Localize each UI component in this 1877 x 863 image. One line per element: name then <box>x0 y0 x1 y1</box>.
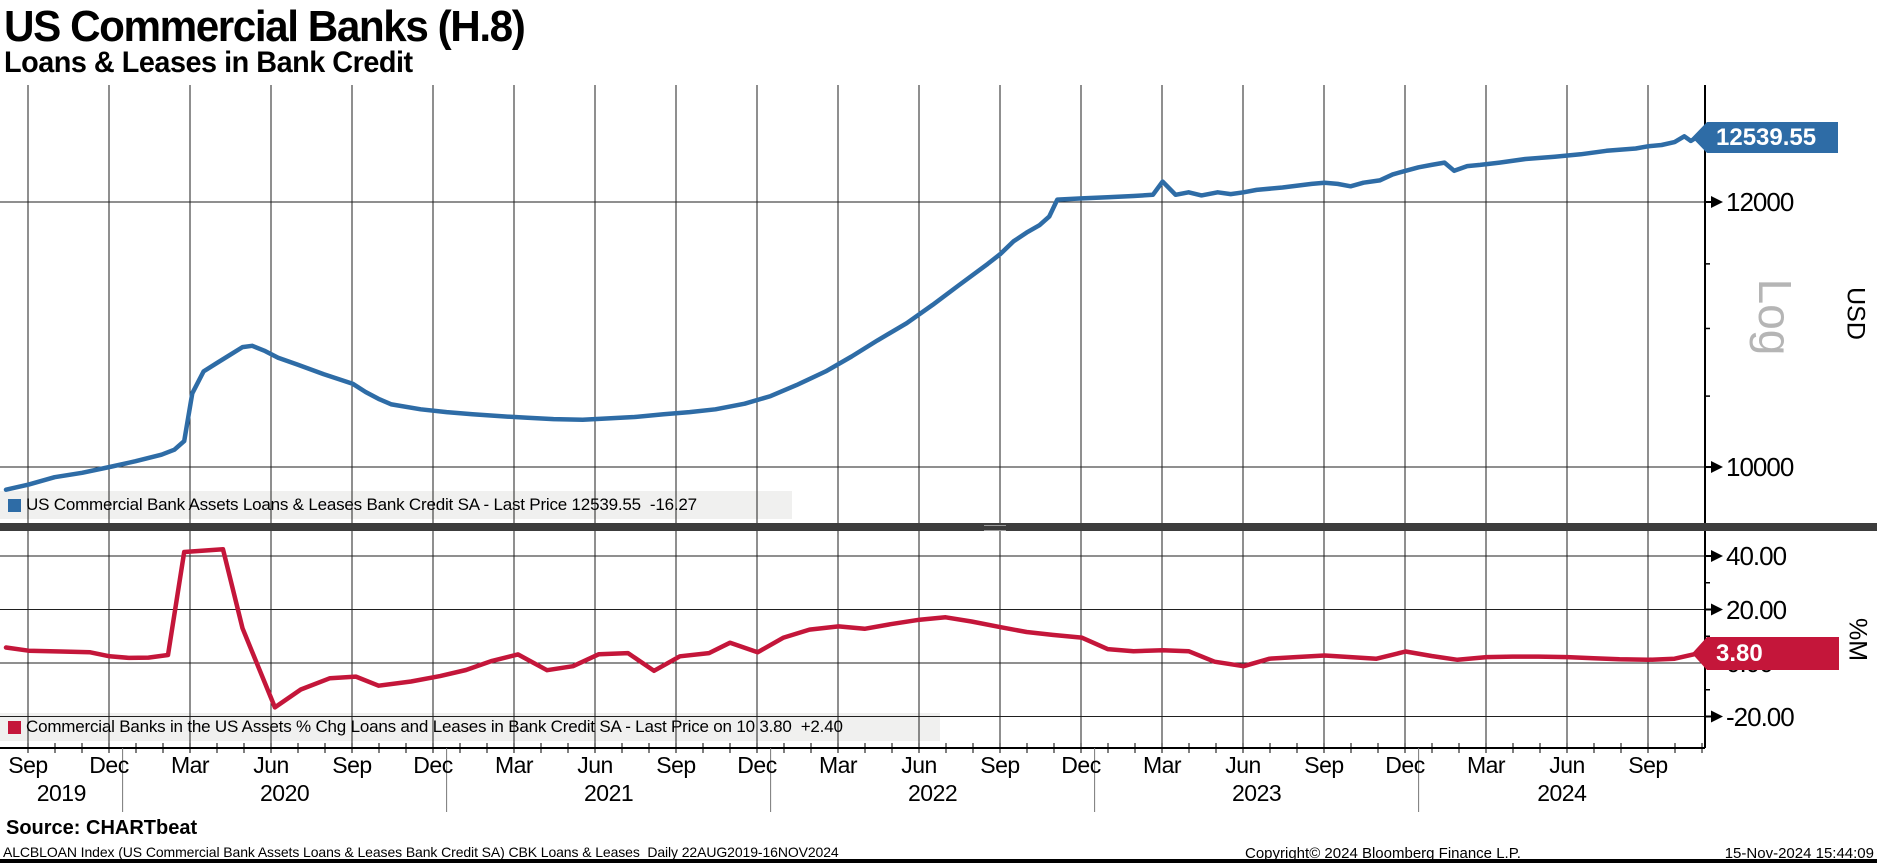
x-month-label: Dec <box>89 752 129 778</box>
legend-top-text: US Commercial Bank Assets Loans & Leases… <box>26 495 697 514</box>
source-label: Source: CHARTbeat <box>6 817 198 839</box>
y-tick-arrow-icon <box>1711 550 1723 562</box>
top-legend-band <box>0 491 792 519</box>
x-month-label: Mar <box>818 752 858 778</box>
red-series-line[interactable] <box>3 547 1703 710</box>
y-tick-arrow-icon <box>1711 710 1723 723</box>
legend-bottom[interactable]: Commercial Banks in the US Assets % Chg … <box>8 713 843 741</box>
y-tick-label: 12000 <box>1726 187 1794 217</box>
x-month-label: Jun <box>253 752 289 778</box>
last-price-value-bottom: 3.80 <box>1716 639 1763 667</box>
x-month-label: Mar <box>494 752 534 778</box>
x-year-label: 2019 <box>36 780 87 806</box>
page-title: US Commercial Banks (H.8) <box>4 2 526 51</box>
axes <box>0 85 1706 749</box>
timestamp-label: 15-Nov-2024 15:44:09 <box>1724 845 1874 862</box>
y-tick-label: 40.00 <box>1726 541 1787 571</box>
x-month-label: Sep <box>656 752 696 778</box>
x-month-label: Sep <box>8 752 48 778</box>
x-month-label: Mar <box>170 752 210 778</box>
usd-axis-label: USD <box>1841 287 1870 340</box>
blue-series-swatch-icon <box>8 498 21 512</box>
x-year-label: 2023 <box>1232 780 1282 806</box>
bottom-legend-band <box>0 713 940 741</box>
security-info: ALCBLOAN Index (US Commercial Bank Asset… <box>3 844 839 860</box>
panel-divider[interactable] <box>0 523 1877 531</box>
percent-axis-label: %M <box>1843 617 1872 662</box>
y-tick-arrow-icon <box>1711 196 1723 208</box>
x-year-label: 2020 <box>260 780 310 806</box>
gridlines <box>0 85 1705 748</box>
x-year-label: 2021 <box>584 780 634 806</box>
blue-series-line[interactable] <box>3 134 1698 492</box>
x-month-label: Mar <box>1466 752 1506 778</box>
x-month-label: Dec <box>413 752 453 778</box>
y-tick-arrow-icon <box>1711 461 1723 474</box>
y-tick-label: 10000 <box>1726 452 1794 483</box>
x-month-label: Jun <box>901 752 937 778</box>
last-price-value-top: 12539.55 <box>1716 123 1817 151</box>
log-scale-watermark: Log <box>1749 278 1801 356</box>
bottom-border <box>0 859 1877 863</box>
x-month-label: Sep <box>1628 752 1668 778</box>
x-month-label: Jun <box>1549 752 1585 778</box>
x-month-label: Jun <box>1225 752 1261 778</box>
axis-ticks <box>27 141 1723 812</box>
x-month-label: Dec <box>737 752 777 778</box>
x-month-label: Sep <box>332 752 372 778</box>
y-tick-label: -20.00 <box>1726 701 1795 732</box>
copyright-label: Copyright© 2024 Bloomberg Finance L.P. <box>1245 845 1521 862</box>
x-month-label: Mar <box>1142 752 1182 778</box>
y-tick-label: 20.00 <box>1726 594 1787 625</box>
x-month-label: Sep <box>1304 752 1344 778</box>
last-price-badge-bottom: 3.80 <box>1692 637 1839 670</box>
divider-drag-handle-icon[interactable] <box>984 525 1006 531</box>
x-month-label: Dec <box>1385 752 1425 778</box>
legend-bottom-text: Commercial Banks in the US Assets % Chg … <box>26 717 843 736</box>
series-lines <box>3 134 1703 710</box>
last-price-badge-top: 12539.55 <box>1692 122 1838 153</box>
red-series-swatch-icon <box>8 720 21 734</box>
x-month-label: Jun <box>577 752 613 778</box>
legend-top[interactable]: US Commercial Bank Assets Loans & Leases… <box>8 491 697 519</box>
page-subtitle: Loans & Leases in Bank Credit <box>4 46 413 79</box>
x-year-label: 2022 <box>908 780 958 806</box>
y-tick-arrow-icon <box>1711 603 1723 616</box>
x-month-label: Dec <box>1061 752 1101 778</box>
x-month-label: Sep <box>980 752 1020 778</box>
x-year-label: 2024 <box>1537 780 1587 806</box>
